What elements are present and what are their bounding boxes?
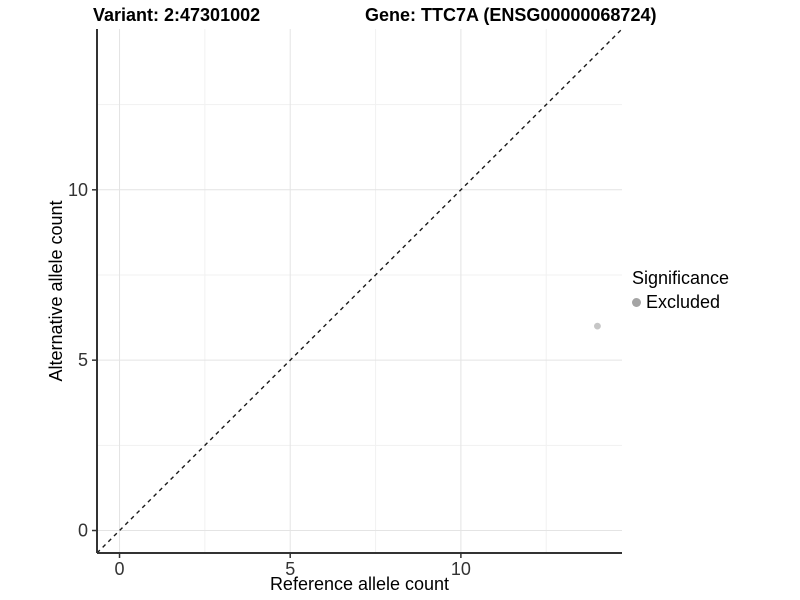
identity-dashed-line [96,28,623,554]
variant-title: Variant: 2:47301002 [93,5,261,25]
legend-title: Significance [632,268,730,288]
data-point [594,322,601,330]
legend-key-dot-icon [632,297,641,307]
x-tick-label: 0 [115,559,125,579]
legend-item-label: Excluded [646,292,721,312]
y-tick-label: 5 [78,350,88,370]
legend: Significance Excluded [632,267,729,312]
y-tick-label: 0 [78,521,88,541]
x-tick-label: 10 [451,559,471,579]
gene-title: Gene: TTC7A (ENSG00000068724) [365,5,657,25]
legend-item-excluded: Excluded [632,292,729,312]
y-tick-label: 10 [68,180,88,200]
y-axis-title: Alternative allele count [46,200,66,382]
x-axis-title: Reference allele count [269,574,450,594]
x-tick-label: 5 [285,559,295,579]
